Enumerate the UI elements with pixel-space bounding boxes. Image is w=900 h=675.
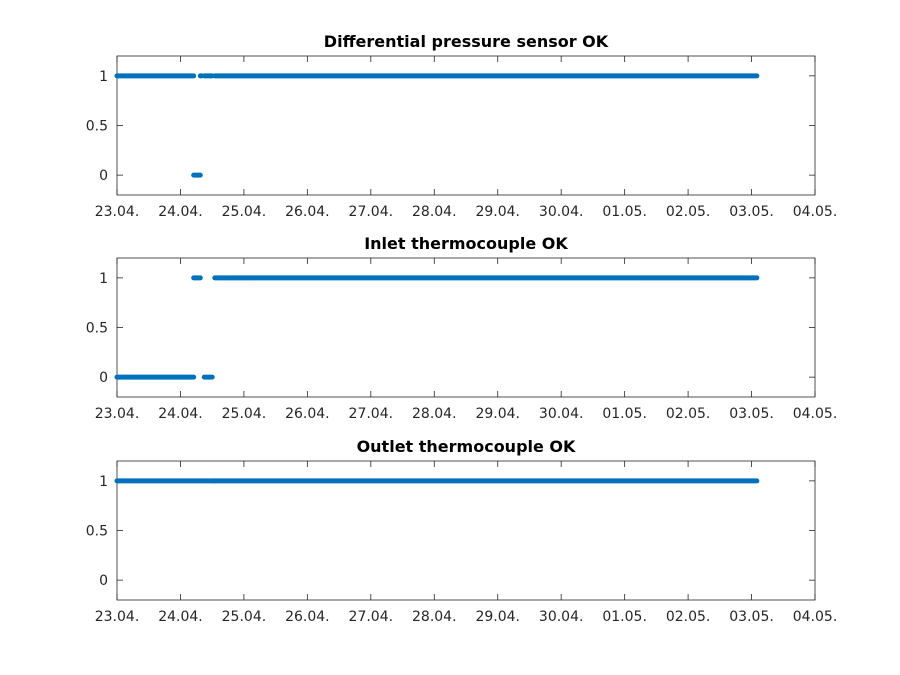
x-tick-label: 23.04. [95, 609, 140, 625]
x-tick-label: 27.04. [349, 609, 394, 625]
x-tick-label: 24.04. [158, 609, 203, 625]
x-tick-label: 26.04. [285, 609, 330, 625]
x-tick-label: 23.04. [95, 204, 140, 220]
x-tick-label: 03.05. [729, 406, 774, 422]
x-tick-label: 28.04. [412, 609, 457, 625]
x-tick-label: 25.04. [222, 204, 267, 220]
x-tick-label: 23.04. [95, 406, 140, 422]
x-tick-label: 25.04. [222, 406, 267, 422]
x-tick-label: 27.04. [349, 406, 394, 422]
chart-title: Inlet thermocouple OK [364, 234, 568, 253]
x-tick-label: 04.05. [793, 204, 838, 220]
x-tick-label: 25.04. [222, 609, 267, 625]
y-tick-label: 0.5 [86, 119, 108, 135]
plot-area [116, 55, 816, 196]
chart-title: Differential pressure sensor OK [324, 32, 609, 51]
x-tick-label: 04.05. [793, 406, 838, 422]
x-tick-label: 24.04. [158, 406, 203, 422]
y-tick-label: 0 [99, 573, 108, 589]
plot-area [116, 460, 816, 601]
x-tick-label: 28.04. [412, 406, 457, 422]
x-tick-label: 26.04. [285, 406, 330, 422]
x-tick-label: 03.05. [729, 204, 774, 220]
x-tick-label: 30.04. [539, 609, 584, 625]
x-tick-label: 27.04. [349, 204, 394, 220]
x-tick-label: 04.05. [793, 609, 838, 625]
y-tick-label: 1 [99, 69, 108, 85]
y-tick-label: 1 [99, 271, 108, 287]
x-tick-label: 29.04. [475, 406, 520, 422]
x-tick-label: 01.05. [602, 406, 647, 422]
y-tick-label: 0.5 [86, 321, 108, 337]
x-tick-label: 02.05. [666, 406, 711, 422]
x-tick-label: 01.05. [602, 609, 647, 625]
x-tick-label: 03.05. [729, 609, 774, 625]
x-tick-label: 01.05. [602, 204, 647, 220]
chart-panel: Differential pressure sensor OK 23.04. 24.… [86, 32, 838, 220]
y-tick-label: 0.5 [86, 524, 108, 540]
x-tick-label: 26.04. [285, 204, 330, 220]
x-tick-label: 02.05. [666, 204, 711, 220]
x-tick-label: 29.04. [475, 204, 520, 220]
x-tick-label: 30.04. [539, 204, 584, 220]
plot-area [116, 257, 816, 398]
chart-panel: Inlet thermocouple OK 23.04. 24.04. 25.04. 2… [86, 234, 838, 422]
y-tick-label: 0 [99, 370, 108, 386]
x-tick-label: 28.04. [412, 204, 457, 220]
x-tick-label: 24.04. [158, 204, 203, 220]
y-tick-label: 1 [99, 474, 108, 490]
y-tick-label: 0 [99, 168, 108, 184]
chart-panel: Outlet thermocouple OK 23.04. 24.04. 25.04.… [86, 437, 838, 625]
x-tick-label: 30.04. [539, 406, 584, 422]
x-tick-label: 02.05. [666, 609, 711, 625]
chart-title: Outlet thermocouple OK [357, 437, 576, 456]
x-tick-label: 29.04. [475, 609, 520, 625]
